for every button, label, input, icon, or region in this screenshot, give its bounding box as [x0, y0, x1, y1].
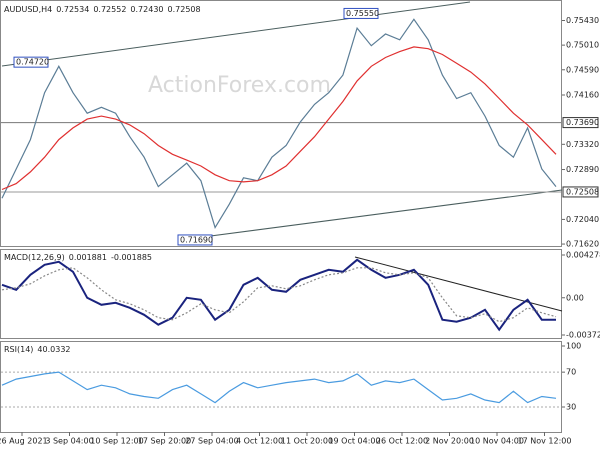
- x-tick-label: 26 Oct 12:00: [376, 437, 428, 446]
- y-tick-label: 100: [566, 342, 581, 351]
- y-tick-label: 0.72890: [566, 165, 599, 174]
- level-label: 0.72508: [566, 187, 599, 196]
- panel-title: RSI(14) 40.0332: [4, 345, 71, 354]
- y-tick-label: -0.003726: [566, 331, 600, 340]
- x-tick-label: 17 Sep 20:00: [138, 437, 191, 446]
- x-tick-label: 11 Oct 20:00: [281, 437, 333, 446]
- annotation-box: [13, 56, 49, 68]
- watermark: ActionForex.com: [148, 73, 331, 98]
- annotation-label: 0.71690: [180, 235, 213, 244]
- x-tick-label: 2 Nov 20:00: [425, 437, 474, 446]
- x-tick-label: 4 Oct 12:00: [236, 437, 283, 446]
- panel-title: MACD(12,26,9) 0.001881 -0.001885: [4, 253, 152, 262]
- x-tick-label: 10 Sep 12:00: [90, 437, 143, 446]
- x-tick-label: 17 Nov 12:00: [518, 437, 572, 446]
- annotation-box: [177, 234, 213, 246]
- series-line: [1, 46, 557, 191]
- series-line: [1, 267, 557, 323]
- x-tick-label: 19 Oct 04:00: [328, 437, 380, 446]
- price-panel: [0, 0, 562, 247]
- readout: 0.72430: [130, 5, 163, 14]
- y-tick-label: 0.73320: [566, 140, 599, 149]
- panel-title: AUDUSD,H4 0.72534 0.72552 0.72430 0.72508: [4, 5, 201, 14]
- channel-upper: [1, 1, 471, 67]
- level-box: [562, 117, 599, 129]
- series-line: [1, 18, 557, 230]
- x-tick-label: 3 Sep 04:00: [45, 437, 93, 446]
- channel-lower: [179, 189, 563, 241]
- y-tick-label: 0.75010: [566, 41, 599, 50]
- y-tick-label: 70: [566, 368, 576, 377]
- x-tick-label: 26 Aug 2021: [0, 437, 48, 446]
- readout: -0.001885: [111, 253, 152, 262]
- level-box: [562, 186, 599, 198]
- readout: 0.72534: [56, 5, 89, 14]
- macd-trendline: [354, 256, 563, 312]
- y-tick-label: 30: [566, 402, 576, 411]
- x-tick-label: 27 Sep 04:00: [185, 437, 238, 446]
- annotation-label: 0.74720: [16, 58, 49, 67]
- y-tick-label: 0.75430: [566, 16, 599, 25]
- readout: 40.0332: [37, 345, 70, 354]
- annotation-label: 0.75550: [346, 9, 379, 18]
- x-tick-label: 10 Nov 04:00: [470, 437, 524, 446]
- title-text: MACD(12,26,9): [4, 253, 65, 262]
- readout: 0.001881: [69, 253, 107, 262]
- series-line: [1, 258, 556, 332]
- series-line: [1, 371, 557, 404]
- y-tick-label: 0.71620: [566, 240, 599, 249]
- y-tick-label: 0.74160: [566, 91, 599, 100]
- annotation-box: [343, 7, 379, 19]
- readout: 0.72552: [93, 5, 126, 14]
- y-tick-label: 0.72040: [566, 215, 599, 224]
- readout: 0.72508: [168, 5, 201, 14]
- level-label: 0.73690: [566, 118, 599, 127]
- title-text: RSI(14): [4, 345, 33, 354]
- y-tick-label: 0.004278: [566, 250, 600, 259]
- title-text: AUDUSD,H4: [4, 5, 52, 14]
- y-tick-label: 0.00: [566, 293, 584, 302]
- rsi-panel: [0, 341, 562, 433]
- y-tick-label: 0.74590: [566, 65, 599, 74]
- macd-panel: [0, 249, 562, 339]
